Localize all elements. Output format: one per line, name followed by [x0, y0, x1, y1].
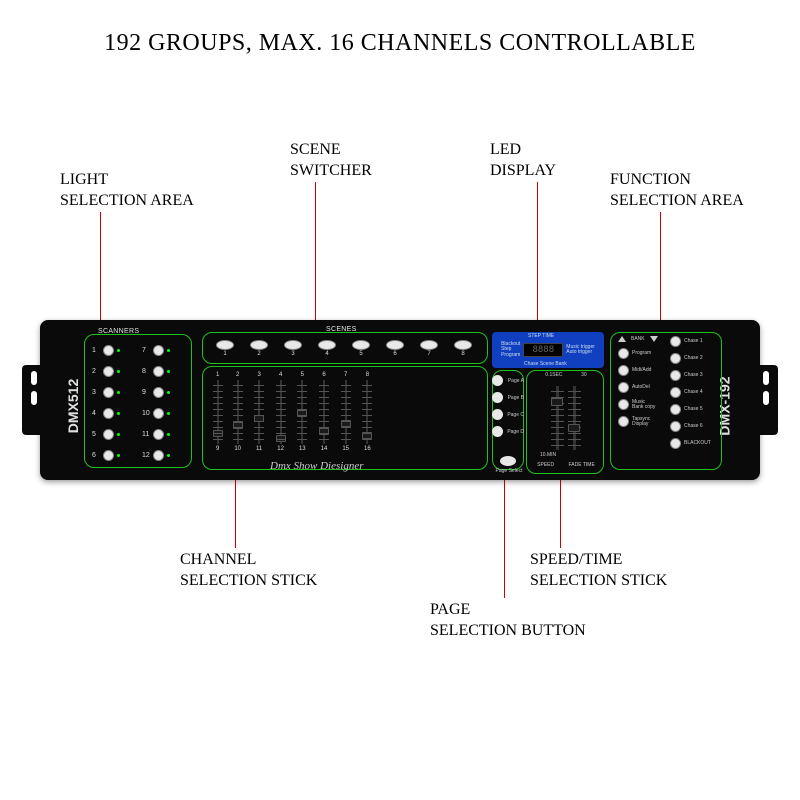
channel-fader[interactable]: 715	[342, 372, 349, 462]
scanner-button[interactable]: 9	[142, 382, 184, 403]
led-right-labels: Music trigger Auto trigger	[563, 345, 598, 356]
scene-button[interactable]: 8	[454, 340, 472, 357]
chase-button[interactable]: Chase 2	[670, 353, 703, 364]
blackout-button[interactable]: BLACKOUT	[670, 438, 711, 449]
callout-scene-switcher: SCENE SWITCHER	[290, 140, 372, 182]
page-area: Page APage BPage CPage D Page Select	[492, 372, 524, 466]
led-window: 8888	[523, 343, 563, 357]
led-left-labels: Blackout Step Program	[498, 342, 523, 359]
scene-button[interactable]: 2	[250, 340, 268, 357]
page-button[interactable]	[492, 375, 503, 386]
page-button[interactable]	[492, 426, 503, 437]
speed-bottom-left: 10.MIN	[530, 452, 602, 458]
scanner-button[interactable]: 6	[92, 445, 134, 466]
scanner-button[interactable]: 8	[142, 361, 184, 382]
console-left-label: DMX512	[65, 379, 81, 433]
scene-button[interactable]: 4	[318, 340, 336, 357]
function-button[interactable]: Tapsync Display	[618, 416, 650, 427]
leader-line	[660, 212, 661, 332]
page-button[interactable]	[492, 392, 503, 403]
scene-button[interactable]: 1	[216, 340, 234, 357]
channel-fader[interactable]: 816	[364, 372, 371, 462]
speed-fader[interactable]	[573, 386, 576, 450]
callout-speed-stick: SPEED/TIME SELECTION STICK	[530, 550, 667, 592]
scanner-button[interactable]: 1	[92, 340, 134, 361]
fade-time-label: FADE TIME	[568, 462, 594, 468]
scanner-button[interactable]: 7	[142, 340, 184, 361]
bank-down-button[interactable]	[650, 336, 658, 342]
scanner-button[interactable]: 10	[142, 403, 184, 424]
channel-fader[interactable]: 210	[234, 372, 241, 462]
channel-fader[interactable]: 311	[256, 372, 262, 462]
scanner-button[interactable]: 4	[92, 403, 134, 424]
leader-line	[504, 460, 505, 598]
bank-up-button[interactable]	[618, 336, 626, 342]
page-button[interactable]	[492, 409, 503, 420]
dmx-console: DMX512 DMX-192 SCANNERS SCENES 172839410…	[40, 320, 760, 480]
chase-button[interactable]: Chase 5	[670, 404, 703, 415]
mount-ear	[754, 365, 778, 435]
speed-fader[interactable]	[556, 386, 559, 450]
script-label: Dmx Show Diesigner	[270, 460, 364, 472]
channel-fader[interactable]: 412	[277, 372, 284, 462]
function-area: BANKProgramMidi/AddAutoDelMusic Bank cop…	[612, 334, 720, 468]
chase-button[interactable]: Chase 3	[670, 370, 703, 381]
page-select-label: Page Select	[492, 468, 524, 474]
channel-fader[interactable]: 513	[299, 372, 306, 462]
speed-top-left: 0.1SEC	[545, 372, 562, 378]
scenes-label: SCENES	[326, 326, 357, 333]
leader-line	[235, 470, 236, 548]
scanner-button[interactable]: 11	[142, 424, 184, 445]
chase-button[interactable]: Chase 4	[670, 387, 703, 398]
scenes-row: 12345678	[206, 334, 484, 362]
scene-button[interactable]: 7	[420, 340, 438, 357]
function-button[interactable]: Music Bank copy	[618, 399, 655, 410]
callout-led-display: LED DISPLAY	[490, 140, 556, 182]
function-button[interactable]: Program	[618, 348, 651, 359]
scanners-label: SCANNERS	[98, 328, 139, 335]
mount-ear	[22, 365, 46, 435]
page-select-button[interactable]	[500, 456, 516, 466]
callout-light-selection: LIGHT SELECTION AREA	[60, 170, 194, 212]
channel-fader[interactable]: 614	[321, 372, 328, 462]
page-title: 192 GROUPS, MAX. 16 CHANNELS CONTROLLABL…	[0, 0, 800, 57]
chase-button[interactable]: Chase 6	[670, 421, 703, 432]
function-button[interactable]: AutoDel	[618, 382, 650, 393]
speed-top-right: 30	[581, 372, 587, 378]
scene-button[interactable]: 5	[352, 340, 370, 357]
speed-area: 0.1SEC 30 10.MIN SPEED FADE TIME	[530, 372, 602, 474]
callout-channel-stick: CHANNEL SELECTION STICK	[180, 550, 317, 592]
leader-line	[100, 212, 101, 332]
scanner-button[interactable]: 12	[142, 445, 184, 466]
channel-fader[interactable]: 19	[216, 372, 219, 462]
led-top-label: STEP TIME	[528, 333, 554, 339]
chase-button[interactable]: Chase 1	[670, 336, 703, 347]
led-display-area: STEP TIME Blackout Step Program 8888 Mus…	[492, 332, 604, 368]
scanner-button[interactable]: 3	[92, 382, 134, 403]
leader-line	[315, 182, 316, 332]
scene-button[interactable]: 3	[284, 340, 302, 357]
function-button[interactable]: Midi/Add	[618, 365, 651, 376]
speed-fader-label: SPEED	[537, 462, 554, 468]
leader-line	[537, 182, 538, 332]
channel-faders: 19 210 311 412 513 614 715 816	[206, 368, 484, 466]
leader-line	[560, 470, 561, 548]
led-bottom-label: Chase Scene Bank	[524, 361, 567, 367]
callout-page-button: PAGE SELECTION BUTTON	[430, 600, 586, 642]
scanner-grid: 1728394 10 5 11 6 12	[88, 338, 188, 466]
scanner-button[interactable]: 5	[92, 424, 134, 445]
callout-function-selection: FUNCTION SELECTION AREA	[610, 170, 744, 212]
scanner-button[interactable]: 2	[92, 361, 134, 382]
scene-button[interactable]: 6	[386, 340, 404, 357]
